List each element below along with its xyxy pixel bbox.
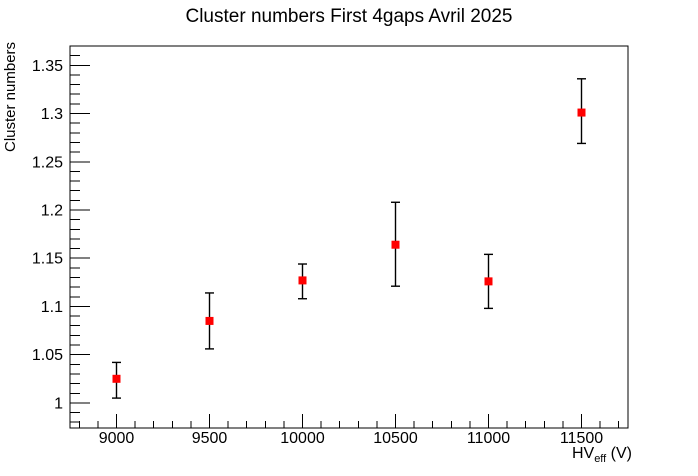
y-tick-label: 1.35 [32, 58, 63, 75]
y-tick-label: 1 [54, 395, 63, 412]
x-tick-label: 11000 [467, 430, 510, 447]
x-axis-label-sub: eff [594, 453, 607, 465]
y-tick-label: 1.15 [32, 251, 63, 268]
x-tick-label: 11500 [560, 430, 603, 447]
x-tick-label: 10500 [373, 430, 418, 447]
y-tick-label: 1.3 [41, 106, 63, 123]
x-axis-label-main: HV [571, 445, 595, 462]
x-tick-label: 9000 [99, 430, 135, 447]
y-tick-label: 1.05 [32, 347, 63, 364]
data-point-marker [577, 108, 586, 117]
plot-frame [69, 45, 629, 429]
data-point-marker [112, 374, 121, 383]
x-tick-label: 9500 [192, 430, 228, 447]
data-point-marker [205, 316, 214, 325]
data-point-marker [298, 276, 307, 285]
x-tick-label: 10000 [280, 430, 325, 447]
x-axis-label-suffix: (V) [606, 445, 632, 462]
data-point-marker [484, 277, 493, 286]
x-axis-label: HVeff (V) [572, 445, 632, 465]
y-tick-label: 1.1 [41, 299, 63, 316]
data-point-marker [391, 240, 400, 249]
y-tick-label: 1.2 [41, 202, 63, 219]
chart-title: Cluster numbers First 4gaps Avril 2025 [185, 6, 513, 27]
y-tick-label: 1.25 [32, 154, 63, 171]
